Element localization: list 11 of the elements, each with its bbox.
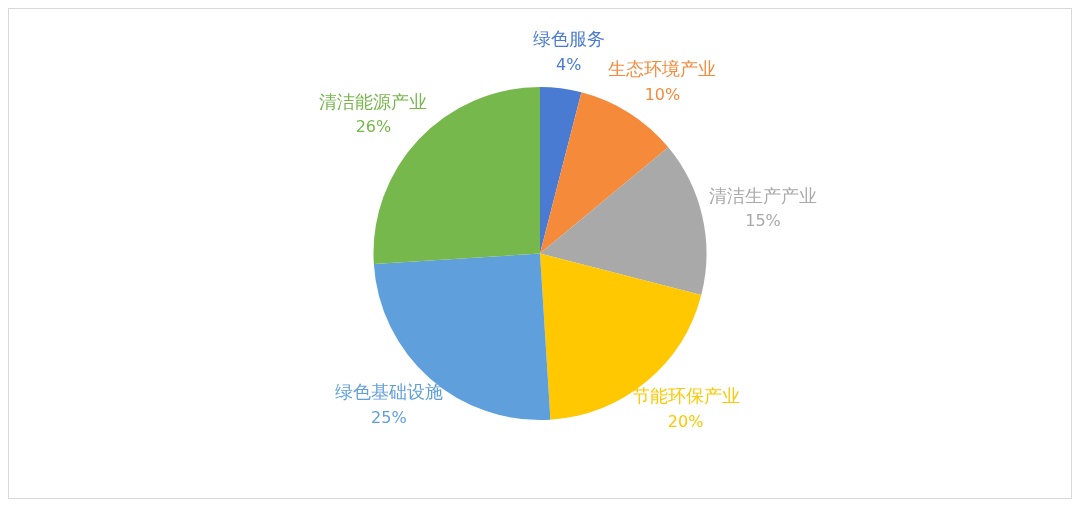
slice-label: 清洁能源产业 (319, 90, 428, 112)
data-label: 4% (555, 54, 582, 74)
slice-label: 清洁生产产业 (709, 185, 817, 206)
data-label: 25% (371, 407, 407, 427)
data-label: 26% (355, 117, 392, 137)
data-label: 15% (745, 211, 781, 231)
slice-label: 绿色基础设施 (334, 381, 443, 403)
data-label: 10% (644, 84, 681, 104)
slice-label: 绿色服务 (532, 28, 605, 50)
data-label: 20% (667, 411, 704, 431)
slice-label: 生态环境产业 (608, 58, 717, 80)
